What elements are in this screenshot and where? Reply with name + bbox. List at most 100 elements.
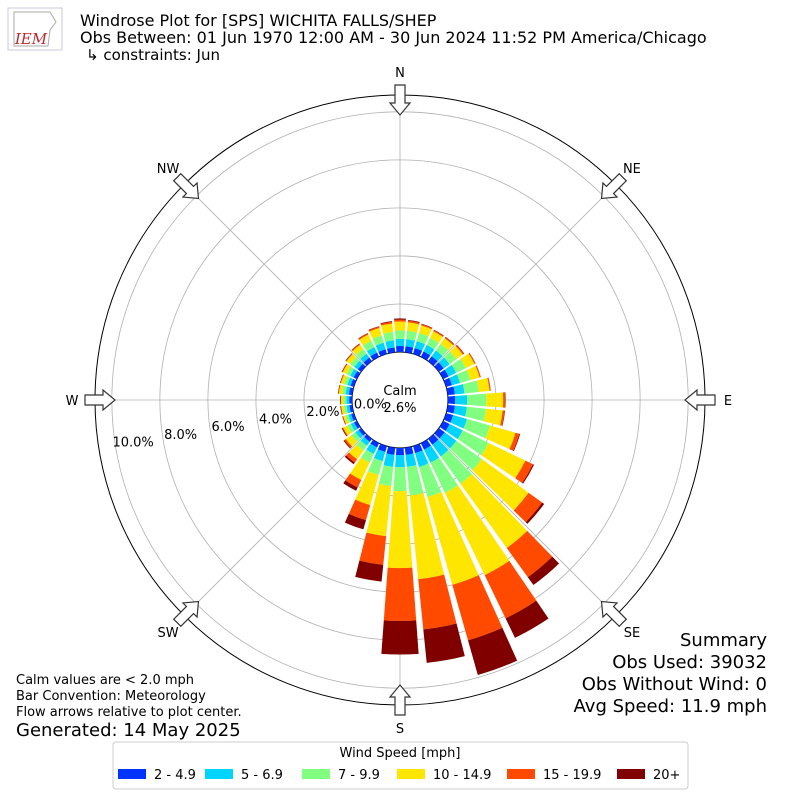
bar-segment (348, 444, 364, 460)
compass-label: S (396, 722, 404, 737)
bar-segment (339, 395, 341, 405)
bar-segment (369, 327, 382, 339)
chart-subtitle: ↳ constraints: Jun (86, 46, 220, 64)
bar-segment (424, 445, 440, 463)
bar-segment (343, 415, 349, 425)
note: Flow arrows relative to plot center. (16, 705, 242, 720)
bar-segment (446, 386, 455, 396)
bar-segment (445, 336, 455, 345)
bar-segment (347, 423, 355, 434)
logo-box (7, 7, 63, 51)
summary: Obs Used: 39032 (612, 652, 767, 673)
bar-segment (373, 449, 386, 462)
bar-segment (439, 369, 449, 380)
bar-segment (387, 490, 413, 569)
bar-segment (449, 374, 461, 386)
r-tick-label: 6.0% (212, 420, 245, 435)
bar-segment (351, 343, 360, 351)
bar-segment (476, 377, 490, 392)
bar-segment (355, 560, 384, 582)
bar-segment (484, 560, 537, 619)
bar-segment (368, 326, 380, 331)
bar-segment (485, 425, 516, 450)
bar-segment (440, 338, 454, 351)
bar-segment (372, 335, 384, 346)
bar-segment (345, 473, 362, 488)
bar-segment (366, 443, 378, 455)
spoke (184, 184, 367, 367)
bar-segment (393, 467, 407, 492)
bar-segment (504, 392, 506, 408)
bar-segment (435, 343, 449, 357)
compass-label: W (66, 394, 79, 409)
r-tick-label: 2.0% (306, 405, 339, 420)
bar-segment (350, 457, 370, 480)
bar-segment (440, 449, 472, 484)
bar-segment (439, 432, 457, 449)
bar-segment (351, 413, 357, 421)
summary: Summary (680, 630, 767, 651)
bar-segment (444, 337, 455, 346)
bar-segment (395, 338, 405, 347)
bar-segment (381, 323, 394, 334)
bar-segment (394, 318, 406, 320)
bar-segment (345, 353, 353, 362)
bar-segment (358, 428, 366, 436)
r-tick-label: 0.0% (354, 398, 387, 413)
generated: Generated: 14 May 2025 (16, 720, 241, 741)
compass-label: N (395, 66, 405, 81)
bar-segment (394, 330, 406, 339)
legend-label: 7 - 9.9 (338, 768, 380, 783)
bar-segment (346, 405, 351, 414)
bar-segment (386, 446, 396, 455)
bar-segment (468, 627, 518, 675)
bar-segment (395, 447, 405, 456)
compass-arrow (600, 172, 628, 200)
bar-segment (453, 405, 467, 417)
bar-segment (430, 331, 443, 343)
bar-segment (358, 332, 368, 339)
bar-segment (346, 452, 358, 463)
bar-segment (344, 455, 355, 465)
bar-segment (466, 366, 480, 381)
bar-segment (431, 350, 443, 362)
compass-label: NE (623, 162, 641, 177)
legend-label: 10 - 14.9 (433, 768, 491, 783)
bar-segment (413, 443, 423, 454)
bar-segment (475, 365, 481, 378)
bar-segment (456, 344, 465, 354)
bar-segment (343, 440, 351, 449)
bar-segment (359, 334, 372, 346)
calm-value: 2.6% (383, 401, 416, 416)
bar-segment (375, 342, 386, 352)
bar-segment (463, 418, 491, 439)
bar-segment (337, 384, 340, 394)
bar-segment (360, 353, 370, 363)
bar-segment (346, 366, 355, 376)
summary: Obs Without Wind: 0 (582, 674, 767, 695)
bar-segment (406, 330, 418, 341)
bar-segment (380, 321, 393, 326)
bar-segment (385, 340, 395, 349)
bar-segment (505, 600, 549, 638)
bar-segment (381, 620, 419, 655)
bar-segment (342, 427, 348, 437)
bar-segment (460, 353, 475, 369)
bar-segment (348, 499, 371, 521)
bar-segment (362, 340, 375, 352)
bar-segment (467, 393, 487, 407)
bar-segment (439, 420, 450, 432)
bar-segment (343, 405, 348, 414)
bar-segment (452, 575, 503, 641)
bar-segment (438, 357, 450, 369)
bar-segment (444, 485, 510, 576)
bar-segment (406, 465, 424, 496)
bar-segment (353, 370, 361, 380)
bar-segment (356, 440, 368, 451)
bar-segment (349, 396, 353, 404)
bar-segment (488, 377, 491, 391)
bar-segment (351, 432, 361, 442)
bar-segment (486, 392, 504, 408)
bar-segment (447, 395, 456, 405)
compass-label: SW (158, 626, 179, 641)
